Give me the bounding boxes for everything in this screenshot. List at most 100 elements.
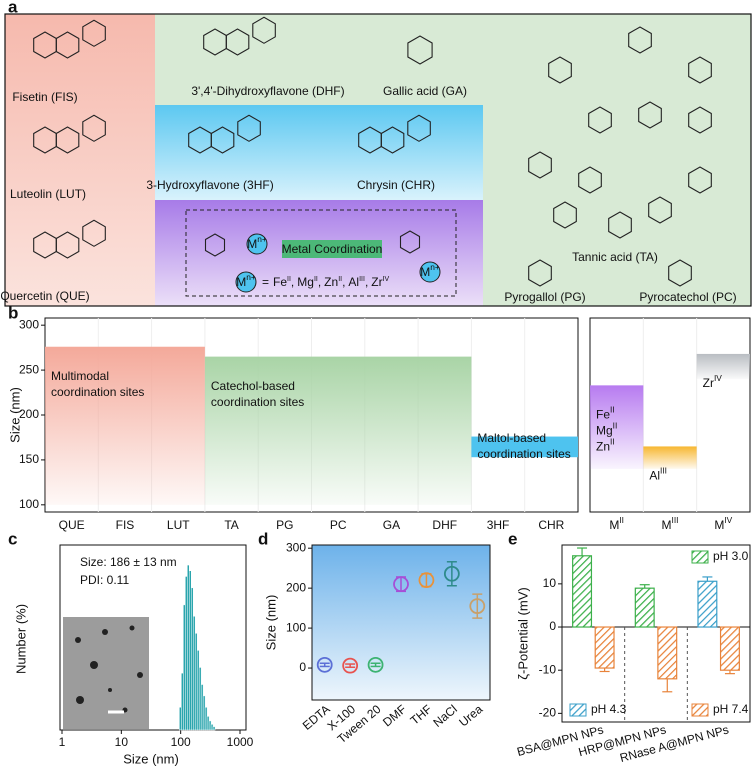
range-label: MgII (596, 421, 617, 438)
y-tick-label: 0 (299, 660, 306, 674)
y-tick-label: -20 (539, 706, 557, 720)
range-band (471, 436, 578, 458)
y-tick-label: 0 (549, 619, 556, 633)
metal-symbol: Mn+ (247, 234, 267, 251)
molecule-ring (82, 114, 106, 142)
molecule-ring (648, 196, 672, 224)
y-axis-title: ζ-Potential (mV) (515, 587, 530, 679)
metal-icon (419, 261, 441, 283)
panel-label: b (8, 303, 18, 322)
molecule-ring (55, 31, 80, 59)
separator: , (365, 275, 368, 289)
metal: Zr (371, 275, 382, 289)
molecule-name: Fisetin (FIS) (12, 90, 77, 104)
x-tick-label: QUE (59, 518, 85, 532)
histogram-bar (187, 564, 190, 731)
y-axis-title: Size (nm) (263, 595, 278, 651)
y-axis-title: Number (%) (13, 604, 28, 674)
data-point (367, 656, 384, 673)
molecule-ring (688, 106, 712, 134)
y-tick-label: 300 (286, 540, 306, 554)
histogram-bar (204, 707, 208, 731)
molecule-ring (407, 114, 431, 142)
molecule-ring (578, 166, 602, 194)
molecule-ring (82, 219, 106, 247)
molecule-ring (688, 56, 712, 84)
data-point (342, 657, 359, 674)
metal: Zn (324, 275, 338, 289)
separator: , (318, 275, 321, 289)
molecule-ring (225, 28, 250, 56)
y-tick-label: -10 (539, 662, 557, 676)
nanoparticle (108, 688, 112, 692)
sup-text: II (610, 437, 615, 447)
nanoparticle (102, 629, 108, 635)
base-text: M (247, 237, 257, 251)
base-text: M (714, 518, 724, 532)
molecule-ring (608, 211, 632, 239)
histogram-bar (194, 633, 198, 731)
base-text: M (609, 518, 619, 532)
x-tick-label: 1 (59, 735, 66, 749)
molecule-ring (688, 166, 712, 194)
base-text: Zr (703, 376, 714, 390)
range-label: Maltol-based (477, 431, 546, 445)
range-label: FeII (596, 405, 615, 422)
x-tick-label: FIS (116, 518, 135, 532)
molecule-name: 3-Hydroxyflavone (3HF) (146, 178, 273, 192)
y-tick-label: 200 (19, 407, 39, 421)
coordination-label: Metal Coordination (282, 242, 383, 256)
molecule-ring (252, 16, 276, 44)
bar (697, 580, 718, 628)
data-point (316, 656, 333, 673)
panel-a-column (5, 14, 155, 306)
panel-label: d (258, 529, 268, 548)
plot-bg (311, 544, 491, 701)
y-tick-label: 100 (286, 620, 306, 634)
metal: Mg (297, 275, 314, 289)
molecule-name: Pyrogallol (PG) (504, 290, 585, 304)
separator: , (291, 275, 294, 289)
tem-inset (63, 617, 149, 729)
histogram-bar (198, 667, 202, 731)
metal-symbol: Mn+ (236, 272, 256, 289)
base-text: Fe (596, 408, 610, 422)
histogram-bar (179, 707, 182, 731)
metal-icon (246, 233, 268, 255)
data-point (418, 572, 435, 589)
annotation: PDI: 0.11 (80, 573, 129, 587)
range-label: coordination sites (477, 447, 570, 461)
range-band (45, 346, 205, 505)
sup-text: III (672, 515, 679, 525)
molecule-ring (380, 126, 405, 154)
base-text: M (236, 275, 246, 289)
molecule-name: Pyrocatechol (PC) (639, 290, 736, 304)
molecule-ring (237, 114, 261, 142)
sup-text: IV (724, 515, 732, 525)
molecule-ring (407, 35, 433, 65)
metal-symbol: Mn+ (420, 262, 440, 279)
molecule-ring (210, 126, 235, 154)
range-label: Catechol-based (211, 379, 295, 393)
legend-swatch (691, 703, 709, 717)
y-axis-title: Size (nm) (7, 387, 22, 443)
molecule-ring (399, 230, 421, 254)
histogram-bar (196, 650, 200, 731)
histogram-bar (206, 716, 210, 731)
x-tick-label: 10 (115, 735, 129, 749)
histogram-bar (200, 684, 204, 731)
nanoparticle (137, 672, 143, 678)
x-tick-label: 100 (171, 735, 191, 749)
x-tick-label: NaCl (430, 702, 459, 730)
histogram-bar (191, 587, 194, 731)
x-tick-label: DMF (380, 702, 409, 729)
base-text: M (662, 518, 672, 532)
molecule-ring (55, 126, 80, 154)
metal: Fe (273, 275, 287, 289)
data-point (469, 598, 486, 615)
molecule-ring (668, 259, 692, 287)
x-tick-label: MIII (662, 515, 679, 532)
sup-text: II (613, 421, 618, 431)
